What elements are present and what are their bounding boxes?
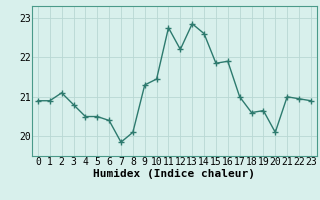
X-axis label: Humidex (Indice chaleur): Humidex (Indice chaleur) — [93, 169, 255, 179]
